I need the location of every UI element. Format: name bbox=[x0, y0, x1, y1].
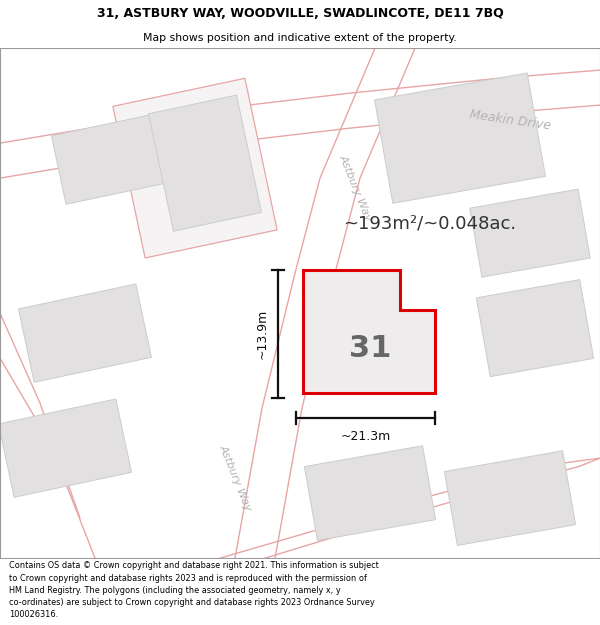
Text: Map shows position and indicative extent of the property.: Map shows position and indicative extent… bbox=[143, 32, 457, 43]
Text: Astbury Way: Astbury Way bbox=[217, 444, 253, 512]
Text: 31, ASTBURY WAY, WOODVILLE, SWADLINCOTE, DE11 7BQ: 31, ASTBURY WAY, WOODVILLE, SWADLINCOTE,… bbox=[97, 7, 503, 20]
Polygon shape bbox=[303, 270, 435, 393]
Polygon shape bbox=[0, 399, 131, 498]
Polygon shape bbox=[374, 73, 545, 203]
Polygon shape bbox=[445, 451, 575, 546]
Polygon shape bbox=[304, 446, 436, 541]
Text: Astbury Way: Astbury Way bbox=[337, 154, 373, 222]
Polygon shape bbox=[52, 112, 179, 204]
Polygon shape bbox=[19, 284, 151, 382]
Text: Contains OS data © Crown copyright and database right 2021. This information is : Contains OS data © Crown copyright and d… bbox=[9, 561, 379, 619]
Polygon shape bbox=[113, 78, 277, 258]
Text: ~193m²/~0.048ac.: ~193m²/~0.048ac. bbox=[343, 214, 517, 232]
Text: 31: 31 bbox=[349, 334, 391, 362]
Text: ~21.3m: ~21.3m bbox=[340, 429, 391, 442]
Text: Meakin Drive: Meakin Drive bbox=[469, 108, 551, 132]
Polygon shape bbox=[470, 189, 590, 277]
Polygon shape bbox=[476, 279, 593, 377]
Polygon shape bbox=[149, 95, 262, 231]
Text: ~13.9m: ~13.9m bbox=[256, 309, 269, 359]
